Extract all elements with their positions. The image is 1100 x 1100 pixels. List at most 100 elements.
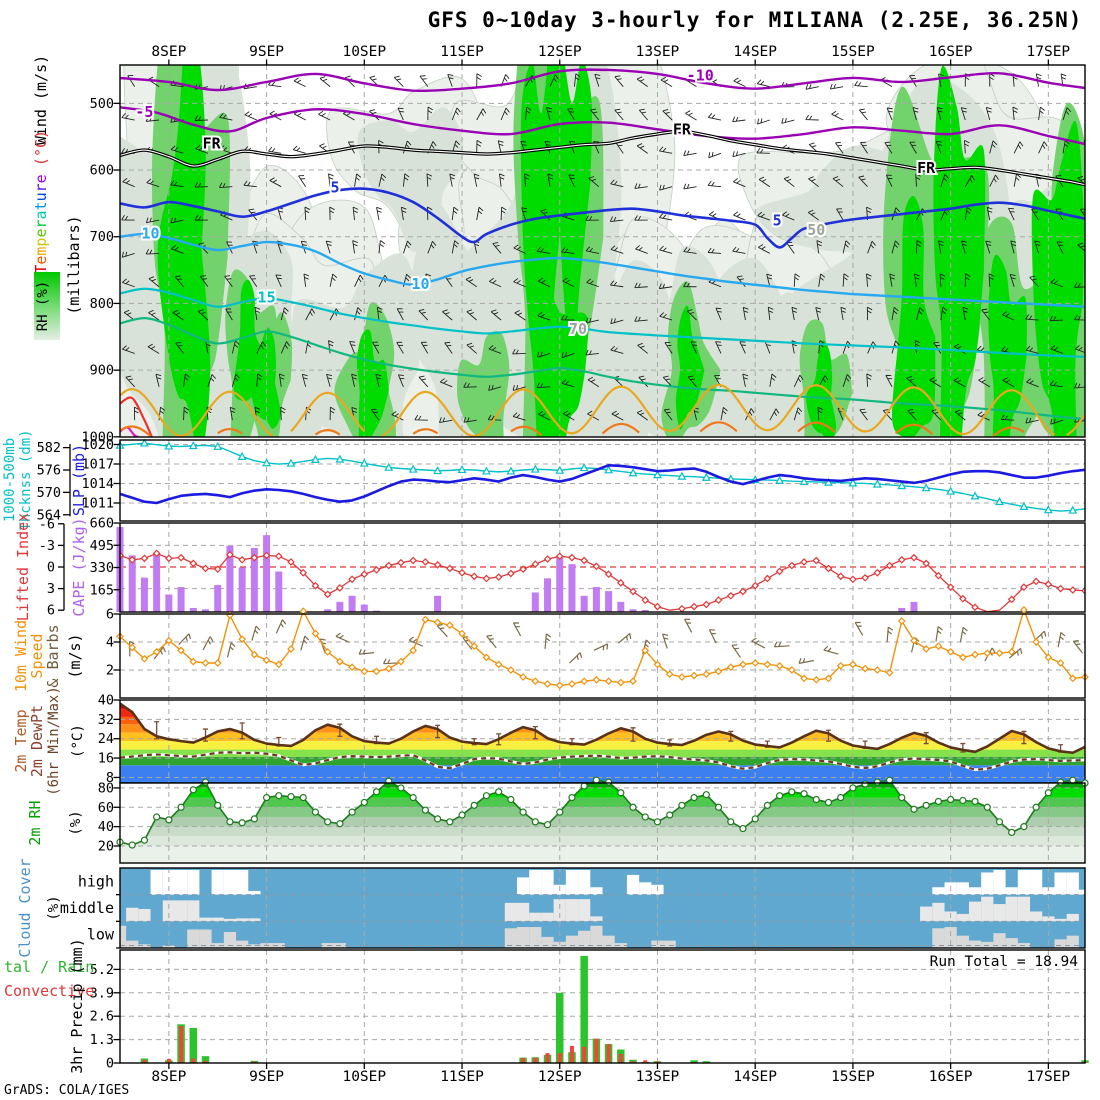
- svg-text:CAPE (J/kg): CAPE (J/kg): [70, 517, 88, 616]
- svg-text:1017: 1017: [81, 457, 114, 473]
- svg-text:16: 16: [98, 751, 114, 767]
- svg-text:SLP (mb): SLP (mb): [70, 444, 88, 516]
- svg-text:4: 4: [106, 635, 114, 651]
- svg-text:FR: FR: [917, 159, 936, 177]
- slp-axis: 1020 1017 1014 1011 582 576 570 564 1000-500mb Th…: [2, 429, 120, 531]
- svg-text:middle: middle: [60, 899, 114, 917]
- svg-text:14SEP: 14SEP: [733, 1069, 777, 1085]
- svg-text:15: 15: [258, 288, 276, 306]
- svg-text:15SEP: 15SEP: [831, 44, 875, 60]
- svg-text:6: 6: [106, 607, 114, 623]
- svg-text:FR: FR: [673, 120, 692, 138]
- svg-text:-5: -5: [135, 103, 153, 121]
- cloud-cover-panel: high middle low Cloud Cover (%): [16, 858, 1086, 958]
- svg-text:16SEP: 16SEP: [929, 44, 973, 60]
- svg-text:14SEP: 14SEP: [733, 44, 777, 60]
- svg-text:500: 500: [90, 96, 114, 112]
- svg-text:Speed: Speed: [28, 633, 46, 678]
- svg-text:700: 700: [90, 229, 114, 245]
- svg-text:11SEP: 11SEP: [440, 44, 484, 60]
- svg-text:5.2: 5.2: [90, 962, 114, 978]
- cloud-grid: [120, 868, 1085, 948]
- svg-text:-3: -3: [39, 538, 55, 554]
- svg-text:15SEP: 15SEP: [831, 1069, 875, 1085]
- svg-text:8SEP: 8SEP: [151, 1069, 186, 1085]
- cross-section-contours: -5 -10 FR FR FR 5 5 10 10 15 70 50: [120, 65, 1085, 437]
- svg-text:10: 10: [142, 224, 160, 242]
- svg-text:60: 60: [98, 800, 114, 816]
- precip-panel: 5.2 3.9 2.6 1.3 0 Run Total = 18.94 tal / Rain…: [4, 938, 1089, 1085]
- cloud-row-middle: [126, 896, 1079, 922]
- svg-text:10: 10: [411, 275, 429, 293]
- cloud-axis: high middle low Cloud Cover (%): [16, 858, 120, 958]
- lifted-index-line: [120, 549, 1085, 612]
- svg-text:24: 24: [98, 731, 114, 747]
- svg-text:582: 582: [37, 440, 61, 456]
- svg-text:8SEP: 8SEP: [151, 44, 186, 60]
- svg-text:Thcknss (dm): Thcknss (dm): [18, 429, 34, 530]
- svg-text:9SEP: 9SEP: [249, 1069, 284, 1085]
- svg-text:-6: -6: [39, 516, 55, 532]
- cloud-row-high: [150, 870, 1085, 895]
- svg-text:(°C): (°C): [70, 724, 86, 758]
- svg-text:tal / Rain: tal / Rain: [4, 958, 94, 976]
- svg-text:660: 660: [90, 516, 114, 532]
- svg-text:40: 40: [98, 819, 114, 835]
- wind10m-barbs: [129, 618, 1084, 665]
- svg-text:(millibars): (millibars): [65, 215, 83, 314]
- svg-text:1014: 1014: [81, 476, 114, 492]
- svg-text:2: 2: [106, 663, 114, 679]
- svg-text:(°C): (°C): [32, 130, 50, 166]
- cross-section-panel: -5 -10 FR FR FR 5 5 10 10 15 70 50 500 600 700 800 900 10…: [32, 44, 1086, 445]
- svg-text:2m Temp: 2m Temp: [12, 709, 30, 772]
- svg-text:10SEP: 10SEP: [342, 1069, 386, 1085]
- rh-fill: [120, 783, 1085, 863]
- svg-text:20: 20: [98, 839, 114, 855]
- rh2m-panel: 80 60 40 20 2m RH (%): [26, 776, 1089, 864]
- svg-text:1011: 1011: [81, 496, 114, 512]
- cape-axis: 660 495 330 165 -6 -3 0 3 6 CAPE (J/kg) Lifted Ind…: [14, 513, 120, 621]
- svg-text:50: 50: [807, 221, 825, 239]
- svg-text:165: 165: [90, 582, 114, 598]
- svg-text:16SEP: 16SEP: [929, 1069, 973, 1085]
- svg-text:5: 5: [773, 212, 782, 230]
- svg-text:high: high: [78, 872, 114, 890]
- svg-text:low: low: [87, 926, 115, 944]
- svg-text:40: 40: [98, 693, 114, 709]
- svg-text:FR: FR: [203, 134, 222, 152]
- svg-text:13SEP: 13SEP: [636, 44, 680, 60]
- svg-text:(m/s): (m/s): [66, 633, 84, 678]
- svg-text:8: 8: [106, 770, 114, 786]
- svg-text:6: 6: [47, 603, 55, 619]
- svg-text:3hr Precip (mm): 3hr Precip (mm): [68, 938, 86, 1073]
- cape-li-panel: 660 495 330 165 -6 -3 0 3 6 CAPE (J/kg) Lifted Ind…: [14, 513, 1086, 621]
- svg-text:Temperature: Temperature: [32, 174, 50, 273]
- svg-text:& Barbs: & Barbs: [44, 624, 62, 687]
- svg-text:Convective: Convective: [4, 982, 94, 1000]
- svg-text:1020: 1020: [81, 437, 114, 453]
- rh-axis: 80 60 40 20 2m RH (%): [26, 780, 120, 855]
- svg-text:1000-500mb: 1000-500mb: [2, 438, 18, 522]
- svg-text:10SEP: 10SEP: [342, 44, 386, 60]
- svg-text:13SEP: 13SEP: [636, 1069, 680, 1085]
- precip-axis: 5.2 3.9 2.6 1.3 0 Run Total = 18.94 tal / Rain…: [4, 938, 1078, 1085]
- svg-text:3: 3: [47, 581, 55, 597]
- svg-text:Lifted Index: Lifted Index: [14, 513, 32, 621]
- svg-text:576: 576: [37, 463, 61, 479]
- svg-text:17SEP: 17SEP: [1027, 1069, 1071, 1085]
- svg-text:70: 70: [569, 320, 587, 338]
- slp-grid: [120, 440, 1085, 521]
- svg-text:Cloud Cover: Cloud Cover: [16, 858, 34, 957]
- svg-text:10m Wind: 10m Wind: [12, 620, 30, 692]
- svg-text:1000: 1000: [81, 429, 114, 445]
- svg-text:570: 570: [37, 485, 61, 501]
- svg-text:80: 80: [98, 780, 114, 796]
- svg-text:0: 0: [47, 560, 55, 576]
- svg-text:RH (%): RH (%): [35, 281, 51, 332]
- cape-grid: [120, 523, 1085, 612]
- svg-text:5: 5: [330, 178, 339, 196]
